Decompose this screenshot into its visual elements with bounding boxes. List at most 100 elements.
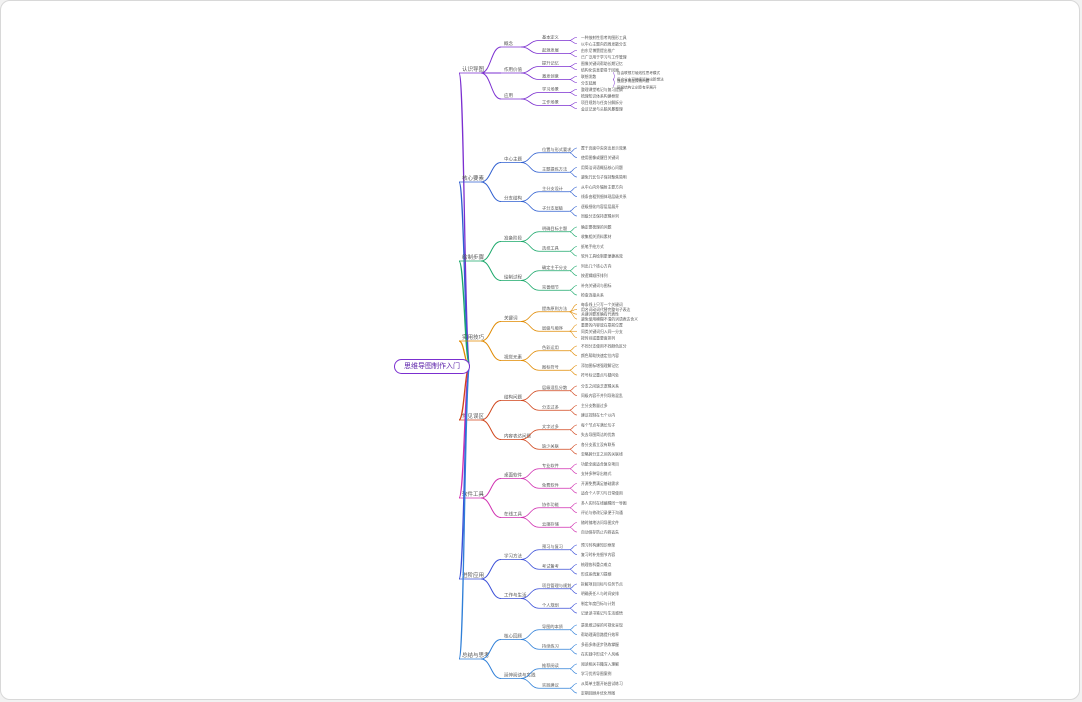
leaf-item[interactable]: 形成系统复习提纲 [581,572,612,577]
leaf-item[interactable]: 符号标记重点与疑问处 [581,373,619,378]
topic[interactable]: 图标符号 [542,363,559,370]
leaf-item[interactable]: 开源免费满足基础需求 [581,481,619,486]
topic[interactable]: 激发创意 [542,73,559,80]
leaf-item[interactable]: 颜色帮助快速定位内容 [581,353,619,358]
leaf-item[interactable]: 不同分支使用不同颜色区分 [581,344,627,349]
detail-item[interactable]: 层级结构让创意有序展开 [617,84,657,89]
leaf-item[interactable]: 图像关键词帮助长期记忆 [581,61,623,66]
topic[interactable]: 考试备考 [542,562,559,569]
leaf-item[interactable]: 避免使用模糊不清的词语表达含义 [581,317,638,322]
branch-topic[interactable]: 核心要素 [462,174,485,182]
central-topic[interactable]: 思维导图制作入门 [394,359,470,374]
topic[interactable]: 工作场景 [542,99,559,106]
topic[interactable]: 推荐阅读 [542,662,559,669]
topic[interactable]: 学习场景 [542,86,559,93]
leaf-item[interactable]: 重要的内容放在靠前位置 [581,322,623,327]
leaf-item[interactable]: 预习时构建知识框架 [581,543,615,548]
topic[interactable]: 缺少关联 [542,442,560,449]
detail-item[interactable]: 每个分支可继续延伸出新想法 [617,76,664,81]
topic[interactable]: 提炼原则方法 [542,305,567,312]
topic[interactable]: 个人规划 [542,601,559,608]
leaf-item[interactable]: 支持多种导出格式 [581,471,612,476]
leaf-item[interactable]: 同类关键词归入同一分支 [581,329,623,334]
leaf-item[interactable]: 确定要梳理的问题 [581,225,612,230]
leaf-item[interactable]: 每个节点写满长句子 [581,423,615,428]
subtopic[interactable]: 工作与生活 [504,592,527,599]
leaf-item[interactable]: 关键词要准确有代表性 [581,312,619,317]
topic[interactable]: 导图的本质 [542,623,563,630]
leaf-item[interactable]: 以中心主题向四周发散分支 [581,41,627,46]
leaf-item[interactable]: 评论与修改记录便于沟通 [581,510,623,515]
subtopic[interactable]: 准备阶段 [504,235,522,242]
leaf-item[interactable]: 阅读相关书籍深入理解 [581,662,619,667]
topic[interactable]: 文字过多 [542,423,559,430]
subtopic[interactable]: 桌面软件 [504,472,522,479]
detail-item[interactable]: 自由联想打破线性思考模式 [617,70,661,75]
subtopic[interactable]: 中心主题 [504,156,522,163]
subtopic[interactable]: 绘制过程 [504,274,522,281]
leaf-item[interactable]: 明确责任人与时间安排 [581,591,619,596]
subtopic[interactable]: 关键词 [504,315,518,322]
topic[interactable]: 实践建议 [542,681,560,688]
leaf-item[interactable]: 各分支孤立没有联系 [581,442,615,447]
leaf-item[interactable]: 记录读书笔记与生活感悟 [581,611,623,616]
leaf-item[interactable]: 会议记录与头脑风暴整理 [581,106,623,111]
leaf-item[interactable]: 按时间或重要度排列 [581,335,615,340]
subtopic[interactable]: 概念 [504,40,513,47]
topic[interactable]: 持续练习 [542,642,559,649]
topic[interactable]: 预习与复习 [542,543,563,550]
leaf-item[interactable]: 功能全面适合复杂项目 [581,462,619,467]
leaf-item[interactable]: 自动保存防止内容丢失 [581,530,619,535]
branch-topic[interactable]: 常见误区 [462,412,485,420]
leaf-item[interactable]: 同级分支保持逻辑并列 [581,214,619,219]
leaf-item[interactable]: 多人实时在线编辑同一导图 [581,501,627,506]
topic[interactable]: 主题提炼方法 [542,165,567,172]
topic[interactable]: 完善细节 [542,283,559,290]
leaf-item[interactable]: 项目规划与任务分解拆分 [581,100,623,105]
leaf-item[interactable]: 检查连接关系 [581,293,604,298]
leaf-item[interactable]: 拆解项目目标与任务节点 [581,582,623,587]
leaf-item[interactable]: 联想发散 [581,74,596,79]
branch-topic[interactable]: 实用技巧 [462,333,485,341]
subtopic[interactable]: 延伸阅读与实践 [504,672,536,679]
topic[interactable]: 起源发展 [542,47,560,54]
branch-topic[interactable]: 软件工具 [462,490,485,498]
leaf-item[interactable]: 从中心向外辐射主要方向 [581,185,623,190]
branch-topic[interactable]: 认识导图 [462,65,485,73]
leaf-item[interactable]: 帮助理清思路提升效率 [581,632,619,637]
leaf-item[interactable]: 制定年度目标与计划 [581,601,615,606]
leaf-item[interactable]: 一种放射性思考的图形工具 [581,35,627,40]
leaf-item[interactable]: 结构化信息更易于回顾 [581,67,619,72]
leaf-item[interactable]: 避免冗长句子保持聚焦简明 [581,175,627,180]
subtopic[interactable]: 核心回顾 [504,633,522,640]
leaf-item[interactable]: 分支延展 [581,80,596,85]
leaf-item[interactable]: 随时随地访问导图文件 [581,520,619,525]
subtopic[interactable]: 视觉元素 [504,354,522,361]
leaf-item[interactable]: 添加图标增强理解记忆 [581,363,619,368]
leaf-item[interactable]: 整理课堂笔记与复习提纲 [581,87,623,92]
topic[interactable]: 分支过多 [542,403,559,410]
branch-topic[interactable]: 总结与思考 [462,651,490,659]
leaf-item[interactable]: 学习优秀导图案例 [581,671,612,676]
leaf-item[interactable]: 纸笔手绘方式 [581,244,604,249]
topic[interactable]: 色彩运用 [542,344,559,351]
subtopic[interactable]: 作用价值 [504,66,522,73]
leaf-item[interactable]: 分支之间缺乏逻辑关系 [581,384,619,389]
topic[interactable]: 位置与形式要求 [542,146,572,153]
leaf-item[interactable]: 用简洁词语概括核心问题 [581,165,623,170]
subtopic[interactable]: 内容表达问题 [504,433,531,440]
topic[interactable]: 子分支层级 [542,204,564,211]
subtopic[interactable]: 分支结构 [504,195,522,202]
branch-topic[interactable]: 绘制步骤 [462,253,485,261]
detail-item[interactable]: 鼓励多角度探索问题 [617,78,650,83]
topic[interactable]: 选择工具 [542,244,560,251]
leaf-item[interactable]: 复习时补充细节内容 [581,552,615,557]
leaf-item[interactable]: 主分支数量过多 [581,403,608,408]
leaf-item[interactable]: 适合个人学习与日常使用 [581,491,623,496]
topic[interactable]: 层级与顺序 [542,324,563,331]
leaf-item[interactable]: 失去导图简洁的优势 [581,432,615,437]
subtopic[interactable]: 学习方法 [504,553,522,560]
leaf-item[interactable]: 逐级细化内容层层展开 [581,204,619,209]
topic[interactable]: 基本定义 [542,34,560,41]
leaf-item[interactable]: 从简单主题开始尝试练习 [581,681,623,686]
